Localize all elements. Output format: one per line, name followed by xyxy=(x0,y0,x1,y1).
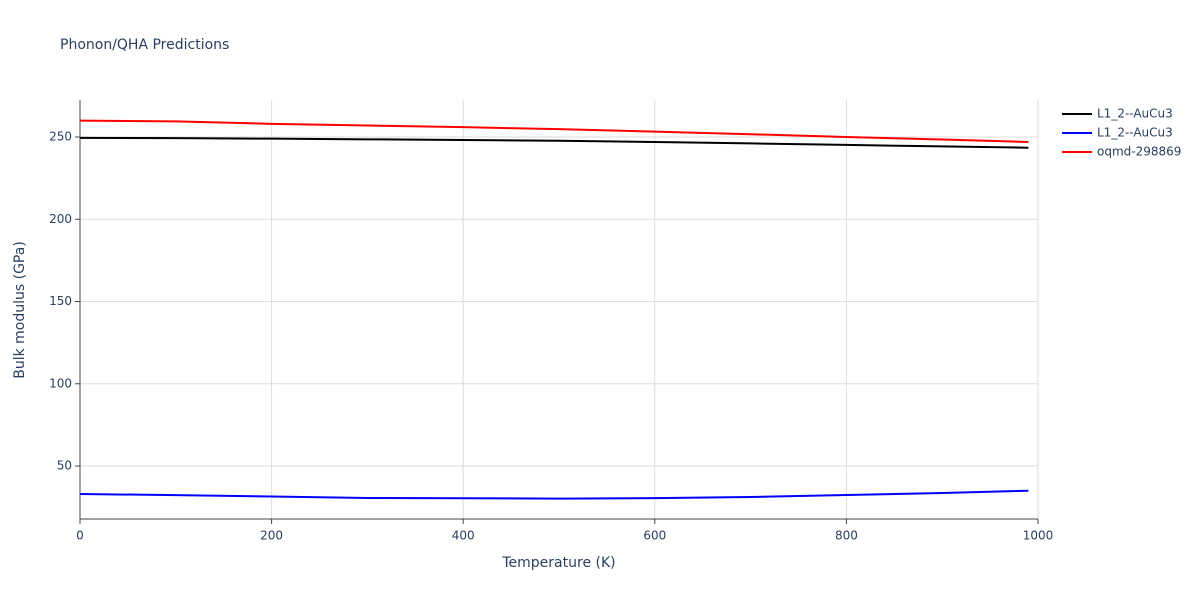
y-tick-label: 200 xyxy=(49,212,72,226)
x-tick-label: 600 xyxy=(643,529,666,543)
x-tick-label: 800 xyxy=(835,529,858,543)
series-line xyxy=(79,489,1029,500)
chart-title: Phonon/QHA Predictions xyxy=(60,37,229,53)
x-tick-label: 1000 xyxy=(1023,529,1054,543)
y-axis-title: Bulk modulus (GPa) xyxy=(12,241,28,379)
y-tick-label: 100 xyxy=(49,376,72,390)
y-tick-label: 150 xyxy=(49,294,72,308)
y-tick-label: 250 xyxy=(49,130,72,144)
legend-label: oqmd-298869 xyxy=(1097,145,1181,159)
x-tick-label: 400 xyxy=(452,529,475,543)
legend-label: L1_2--AuCu3 xyxy=(1097,107,1173,121)
series-line xyxy=(79,119,1029,143)
x-tick-label: 200 xyxy=(260,529,283,543)
x-axis-title: Temperature (K) xyxy=(501,555,615,571)
legend-label: L1_2--AuCu3 xyxy=(1097,126,1173,140)
x-tick-label: 0 xyxy=(76,529,84,543)
y-tick-label: 50 xyxy=(57,459,72,473)
series-line xyxy=(79,136,1029,149)
